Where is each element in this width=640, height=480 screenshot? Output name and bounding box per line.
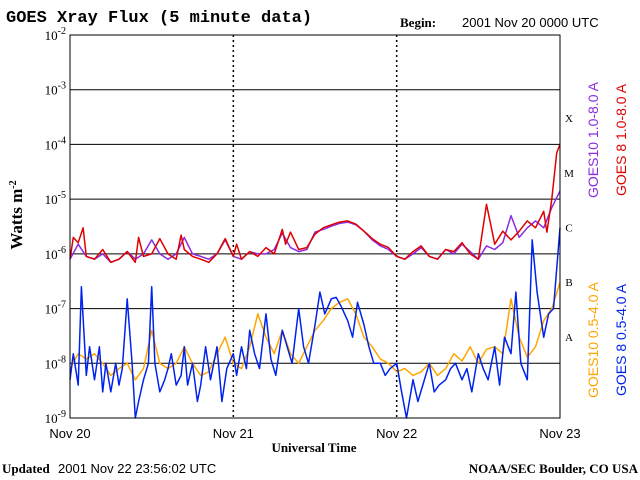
plot-grid (70, 35, 560, 418)
y-tick-label: 10-3 (45, 81, 66, 98)
y-axis-label-superscript: -2 (8, 180, 19, 188)
y-tick-label: 10-2 (45, 26, 66, 43)
flare-class-x: X (565, 113, 573, 125)
y-tick-label: 10-7 (45, 300, 66, 317)
x-tick-label: Nov 21 (213, 426, 254, 441)
series-line (69, 144, 561, 264)
series-line (69, 282, 561, 381)
series-line (69, 227, 561, 419)
y-axis-label-text: Watts m (7, 189, 26, 250)
y-tick-label: 10-9 (45, 409, 66, 426)
legend: GOES10 1.0-8.0 A GOES 8 1.0-8.0 A GOES10 0… (585, 81, 629, 398)
legend-entry: GOES10 1.0-8.0 A (585, 81, 601, 198)
credit-text: NOAA/SEC Boulder, CO USA (469, 461, 639, 476)
y-tick-label: 10-6 (45, 245, 66, 262)
flare-class-a: A (565, 332, 573, 344)
x-axis-label: Universal Time (271, 440, 356, 455)
plot-frame (69, 34, 561, 419)
updated-label: Updated (2, 461, 50, 476)
flare-class-labels: X M C B A (564, 113, 574, 344)
plot-series (69, 144, 561, 419)
y-tick-label: 10-8 (45, 354, 66, 371)
y-tick-labels: 10-2 10-3 10-4 10-5 10-6 10-7 10-8 10-9 (45, 26, 66, 426)
y-tick-label: 10-5 (45, 190, 66, 207)
chart-title: GOES Xray Flux (5 minute data) (6, 9, 312, 28)
flare-class-m: M (564, 168, 574, 180)
legend-entry: GOES 8 0.5-4.0 A (613, 283, 629, 396)
flare-class-b: B (565, 277, 572, 289)
y-axis-label: Watts m-2 (7, 180, 26, 249)
begin-value: 2001 Nov 20 0000 UTC (462, 15, 599, 30)
x-tick-label: Nov 20 (49, 426, 90, 441)
legend-entry: GOES 8 1.0-8.0 A (613, 83, 629, 196)
y-tick-label: 10-4 (45, 135, 66, 152)
flare-class-c: C (565, 223, 572, 235)
series-line (69, 190, 561, 264)
x-tick-label: Nov 22 (376, 426, 417, 441)
x-tick-label: Nov 23 (539, 426, 580, 441)
legend-entry: GOES10 0.5-4.0 A (585, 281, 601, 398)
x-tick-labels: Nov 20 Nov 21 Nov 22 Nov 23 (49, 426, 580, 441)
begin-label: Begin: (400, 15, 436, 30)
updated-value: 2001 Nov 22 23:56:02 UTC (58, 461, 216, 476)
